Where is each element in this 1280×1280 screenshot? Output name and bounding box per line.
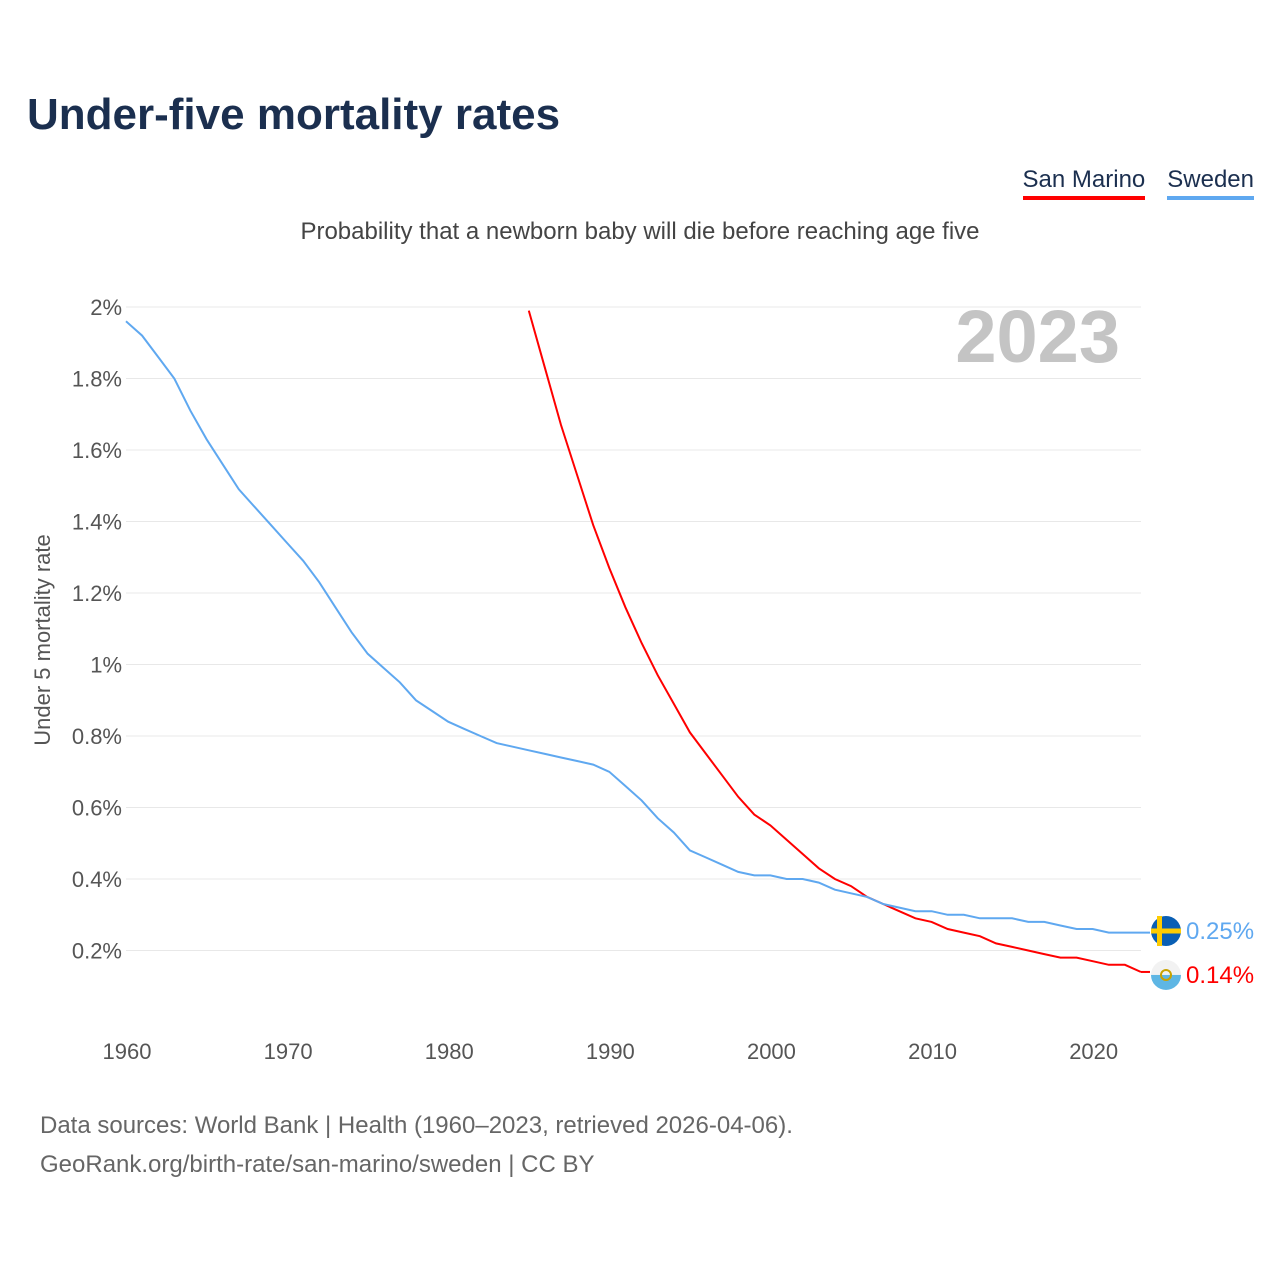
y-tick-label: 1.6% xyxy=(72,438,122,463)
legend-san-marino[interactable]: San Marino xyxy=(1022,166,1146,200)
y-tick-label: 1.2% xyxy=(72,581,122,606)
x-tick-label: 1990 xyxy=(586,1039,635,1064)
y-tick-label: 0.8% xyxy=(72,724,122,749)
x-tick-label: 1980 xyxy=(425,1039,474,1064)
source-line-1: Data sources: World Bank | Health (1960–… xyxy=(40,1112,793,1139)
legend-sweden[interactable]: Sweden xyxy=(1167,166,1254,200)
year-watermark: 2023 xyxy=(955,295,1120,378)
y-tick-label: 0.6% xyxy=(72,796,122,821)
y-axis-label: Under 5 mortality rate xyxy=(30,534,55,746)
y-tick-label: 0.4% xyxy=(72,867,122,892)
sources: Data sources: World Bank | Health (1960–… xyxy=(40,1106,793,1184)
end-value-label: 0.14% xyxy=(1186,962,1254,989)
line-chart: 0.2% 0.4% 0.6% 0.8% 1% 1.2% 1.4% 1.6% 1.8% 2% 1960… xyxy=(30,295,1254,1064)
end-value-label: 0.25% xyxy=(1186,918,1254,945)
x-tick-label: 1960 xyxy=(103,1039,152,1064)
legend: San Marino Sweden xyxy=(1022,166,1254,200)
y-tick-label: 0.2% xyxy=(72,939,122,964)
sweden-flag-icon xyxy=(1151,916,1181,946)
x-tick-label: 2000 xyxy=(747,1039,796,1064)
chart-subtitle: Probability that a newborn baby will die… xyxy=(300,218,980,245)
x-tick-label: 2010 xyxy=(908,1039,957,1064)
y-tick-label: 1% xyxy=(90,653,122,678)
y-tick-label: 2% xyxy=(90,295,122,320)
y-tick-label: 1.4% xyxy=(72,510,122,535)
series-line-san-marino xyxy=(527,310,1142,973)
chart-title: Under-five mortality rates xyxy=(27,90,561,139)
series-line-sweden xyxy=(125,320,1141,934)
san-marino-flag-icon xyxy=(1151,959,1181,990)
y-tick-label: 1.8% xyxy=(72,367,122,392)
x-tick-label: 1970 xyxy=(264,1039,313,1064)
source-line-2[interactable]: GeoRank.org/birth-rate/san-marino/sweden… xyxy=(40,1151,595,1178)
x-tick-label: 2020 xyxy=(1069,1039,1118,1064)
